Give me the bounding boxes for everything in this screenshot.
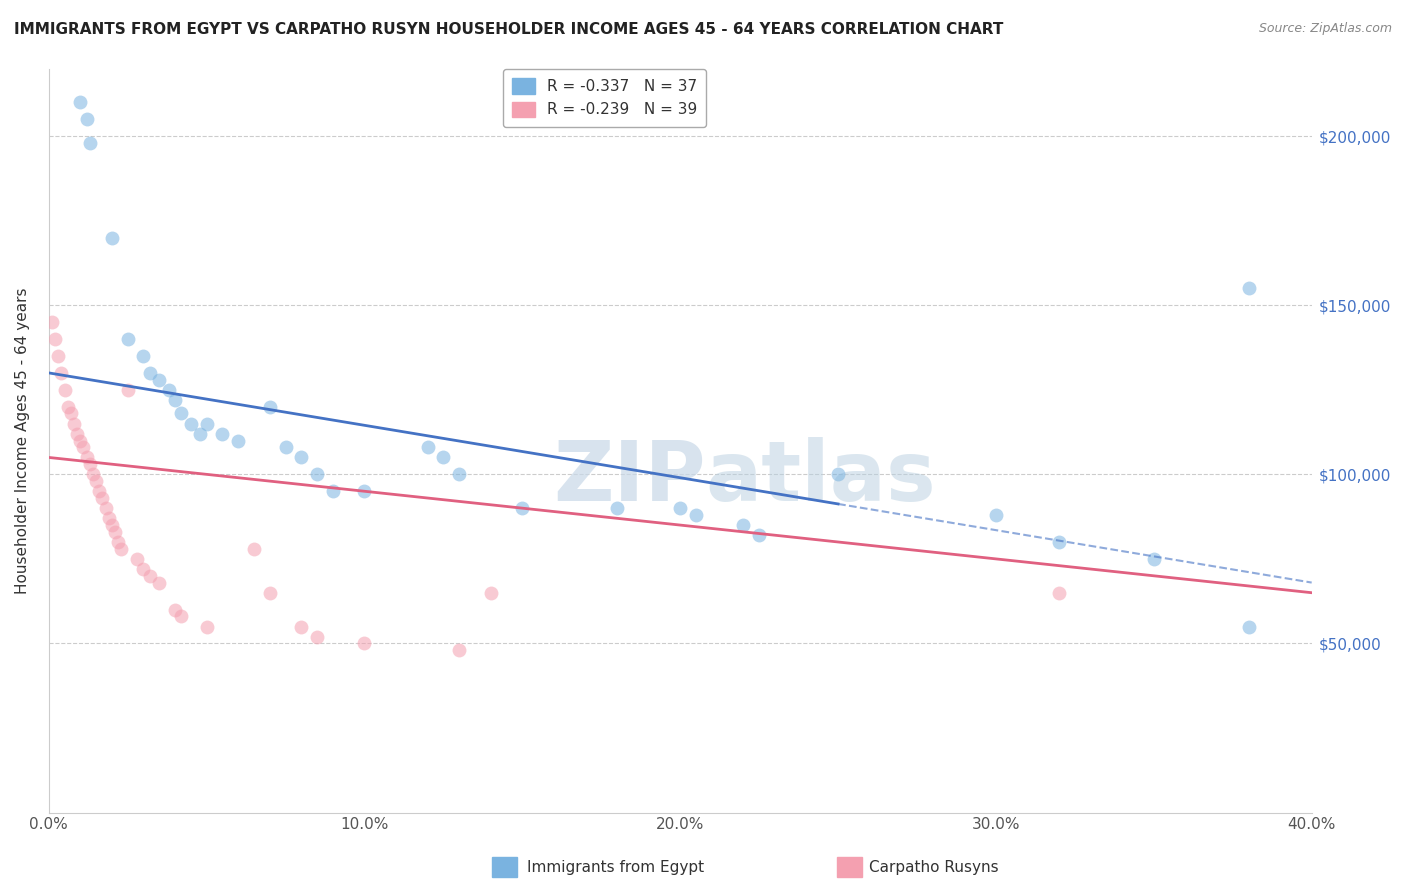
Text: IMMIGRANTS FROM EGYPT VS CARPATHO RUSYN HOUSEHOLDER INCOME AGES 45 - 64 YEARS CO: IMMIGRANTS FROM EGYPT VS CARPATHO RUSYN …: [14, 22, 1004, 37]
Point: [259, 400, 281, 414]
Point: [94, 501, 117, 516]
Text: Source: ZipAtlas.com: Source: ZipAtlas.com: [1258, 22, 1392, 36]
Point: [449, 467, 471, 482]
Point: [79, 457, 101, 471]
Point: [44, 332, 66, 346]
Point: [132, 562, 155, 576]
Point: [76, 112, 98, 127]
Point: [101, 230, 124, 244]
Point: [66, 426, 89, 441]
Point: [139, 569, 162, 583]
Point: [127, 552, 149, 566]
Point: [195, 619, 218, 633]
Point: [63, 417, 86, 431]
Point: [307, 630, 329, 644]
Text: Carpatho Rusyns: Carpatho Rusyns: [869, 860, 998, 874]
Point: [117, 332, 139, 346]
Point: [69, 95, 91, 110]
Point: [170, 407, 193, 421]
Point: [117, 383, 139, 397]
Point: [290, 450, 312, 465]
Point: [170, 609, 193, 624]
Point: [180, 417, 202, 431]
Point: [51, 366, 73, 380]
Text: atlas: atlas: [706, 437, 936, 518]
Point: [259, 585, 281, 599]
Point: [163, 392, 186, 407]
Point: [432, 450, 454, 465]
Point: [148, 575, 170, 590]
Point: [41, 315, 63, 329]
Point: [139, 366, 162, 380]
Point: [606, 501, 628, 516]
Point: [512, 501, 534, 516]
Point: [211, 426, 233, 441]
Point: [46, 349, 69, 363]
Point: [479, 585, 502, 599]
Point: [79, 136, 101, 150]
Text: ZIP: ZIP: [553, 437, 706, 518]
Point: [226, 434, 249, 448]
Point: [82, 467, 104, 482]
Point: [1047, 585, 1070, 599]
Point: [307, 467, 329, 482]
Point: [59, 407, 82, 421]
Legend: R = -0.337   N = 37, R = -0.239   N = 39: R = -0.337 N = 37, R = -0.239 N = 39: [502, 69, 706, 127]
Point: [748, 528, 770, 542]
Point: [84, 474, 107, 488]
Point: [827, 467, 849, 482]
Point: [148, 373, 170, 387]
Y-axis label: Householder Income Ages 45 - 64 years: Householder Income Ages 45 - 64 years: [15, 287, 30, 594]
Point: [56, 400, 79, 414]
Point: [322, 484, 344, 499]
Point: [669, 501, 692, 516]
Point: [1237, 281, 1260, 295]
Point: [101, 518, 124, 533]
Point: [110, 541, 132, 556]
Point: [157, 383, 180, 397]
Point: [89, 484, 111, 499]
Point: [195, 417, 218, 431]
Point: [163, 602, 186, 616]
Point: [290, 619, 312, 633]
Point: [733, 518, 755, 533]
Point: [132, 349, 155, 363]
Point: [1047, 535, 1070, 549]
Point: [1143, 552, 1166, 566]
Text: Immigrants from Egypt: Immigrants from Egypt: [527, 860, 704, 874]
Point: [107, 535, 129, 549]
Point: [685, 508, 707, 522]
Point: [91, 491, 114, 505]
Point: [69, 434, 91, 448]
Point: [984, 508, 1007, 522]
Point: [188, 426, 211, 441]
Point: [416, 440, 439, 454]
Point: [243, 541, 266, 556]
Point: [104, 524, 127, 539]
Point: [72, 440, 94, 454]
Point: [353, 636, 375, 650]
Point: [76, 450, 98, 465]
Point: [97, 511, 120, 525]
Point: [353, 484, 375, 499]
Point: [274, 440, 297, 454]
Point: [53, 383, 76, 397]
Point: [1237, 619, 1260, 633]
Point: [449, 643, 471, 657]
